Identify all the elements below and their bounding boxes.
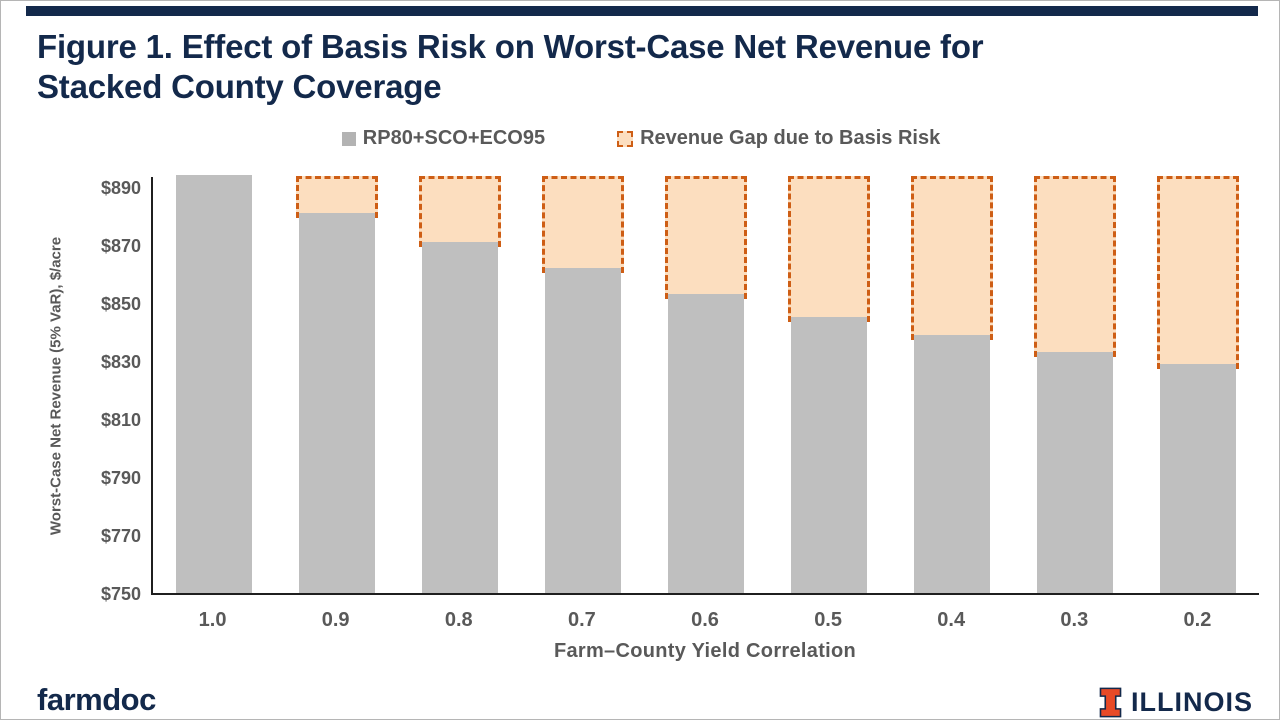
- x-tick-label: 0.8: [444, 609, 473, 631]
- legend-label-rp: RP80+SCO+ECO95: [362, 127, 546, 149]
- bar-group-0.6: [645, 176, 768, 593]
- revenue-bar: [299, 212, 376, 593]
- legend-item-gap: Revenue Gap due to Basis Risk: [617, 127, 940, 150]
- x-axis-tick-labels: 1.0 0.9 0.8 0.7 0.6 0.5 0.4 0.3 0.2: [151, 609, 1259, 632]
- revenue-gap-box: [910, 176, 993, 340]
- revenue-gap-box: [296, 176, 379, 218]
- revenue-bar: [1036, 352, 1113, 593]
- y-tick-label: $770: [100, 525, 141, 546]
- top-accent-bar: [26, 6, 1258, 16]
- y-axis-tick-labels: $750 $770 $790 $810 $830 $850 $870 $890: [56, 177, 141, 604]
- x-tick-label: 1.0: [198, 609, 227, 631]
- bar-group-0.2: [1136, 176, 1259, 593]
- bar-group-1.0: [153, 175, 276, 593]
- y-tick-label: $750: [100, 584, 141, 604]
- y-tick-label: $870: [100, 235, 141, 256]
- x-tick-label: 0.3: [1060, 609, 1089, 631]
- figure-title: Figure 1. Effect of Basis Risk on Worst-…: [37, 27, 1252, 108]
- revenue-gap-box: [1156, 176, 1239, 369]
- x-tick-label: 0.2: [1183, 609, 1212, 631]
- chart-legend: RP80+SCO+ECO95 Revenue Gap due to Basis …: [1, 127, 1280, 150]
- revenue-bar: [1159, 363, 1236, 593]
- x-tick-label: 0.6: [691, 609, 719, 631]
- y-tick-label: $890: [100, 177, 141, 198]
- figure-title-line2: Stacked County Coverage: [37, 68, 442, 106]
- x-tick-label: 0.9: [321, 609, 350, 631]
- bar-group-0.7: [522, 176, 645, 593]
- y-tick-label: $790: [100, 467, 141, 488]
- bar-group-0.5: [767, 176, 890, 593]
- bar-group-0.8: [399, 176, 522, 593]
- bar-group-0.3: [1013, 176, 1136, 593]
- y-tick-label: $810: [100, 409, 141, 430]
- y-tick-label: $850: [100, 293, 141, 314]
- revenue-bar: [176, 175, 253, 593]
- revenue-bar: [545, 267, 622, 593]
- revenue-bar: [668, 294, 744, 593]
- revenue-gap-box: [542, 176, 625, 273]
- x-tick-label: 0.5: [814, 609, 842, 631]
- plot-area: [151, 175, 1259, 595]
- revenue-gap-box: [787, 176, 870, 323]
- legend-item-rp: RP80+SCO+ECO95: [341, 127, 546, 150]
- revenue-gap-box: [665, 176, 747, 299]
- bar-group-0.9: [276, 176, 399, 593]
- revenue-bar: [422, 241, 499, 593]
- revenue-gap-box: [419, 176, 502, 247]
- revenue-bar: [790, 317, 867, 593]
- x-tick-label: 0.7: [567, 609, 596, 631]
- x-axis-title: Farm–County Yield Correlation: [553, 640, 857, 662]
- legend-label-gap: Revenue Gap due to Basis Risk: [640, 127, 941, 149]
- revenue-gap-box: [1033, 176, 1116, 358]
- revenue-bar: [913, 334, 990, 593]
- x-tick-label: 0.4: [937, 609, 966, 631]
- bar-group-0.4: [890, 176, 1013, 593]
- illinois-wordmark: ILLINOIS: [1131, 687, 1253, 717]
- y-tick-label: $830: [100, 351, 141, 372]
- block-i-icon: [1099, 687, 1122, 718]
- figure-title-line1: Figure 1. Effect of Basis Risk on Worst-…: [37, 28, 984, 65]
- illinois-logo: ILLINOIS: [1099, 687, 1253, 718]
- farmdoc-logo: farmdoc: [37, 682, 156, 717]
- dashed-box-swatch-icon: [617, 130, 634, 147]
- gray-bar-swatch-icon: [341, 131, 356, 146]
